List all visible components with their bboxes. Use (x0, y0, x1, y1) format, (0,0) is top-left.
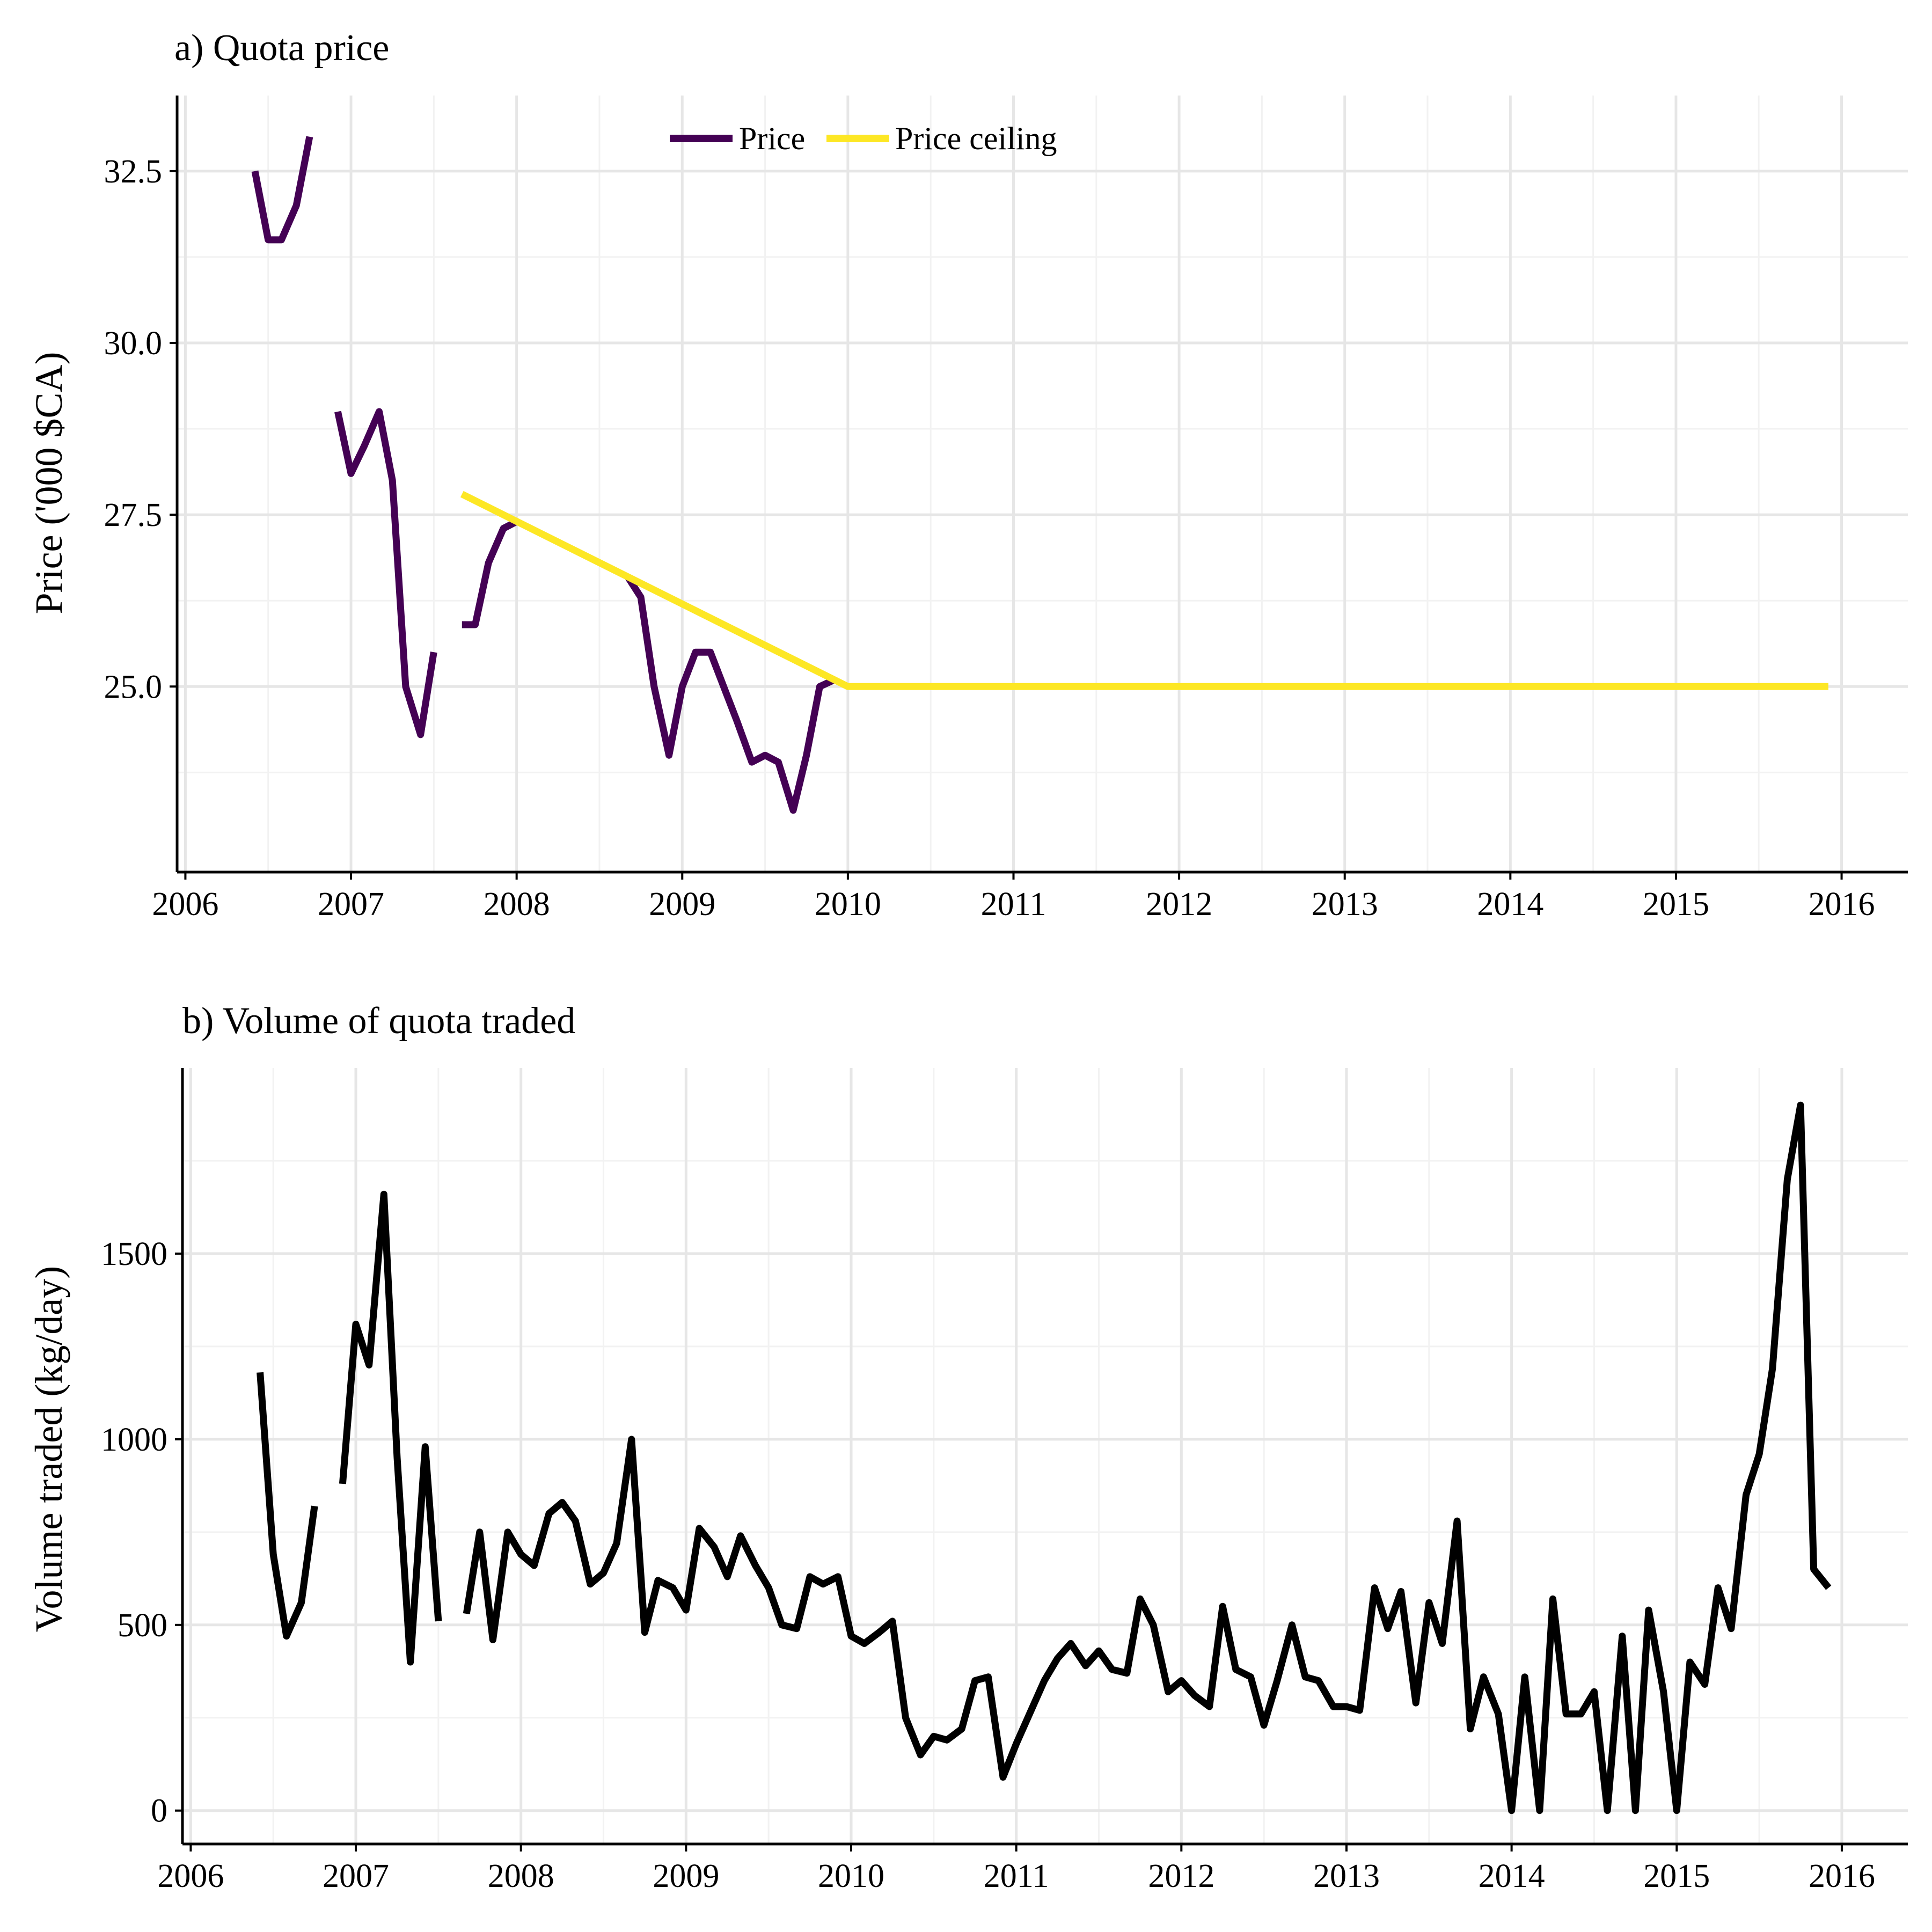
y-tick-label: 30.0 (104, 325, 163, 362)
x-tick-label: 2010 (815, 886, 881, 923)
x-tick-label: 2008 (484, 886, 550, 923)
panel-volume-traded: b) Volume of quota traded 2006 2007 2008 20… (27, 1000, 1908, 1894)
series-volume-line-segment (257, 1372, 318, 1640)
x-tick-label: 2015 (1643, 1858, 1710, 1894)
series-volume-line-segment (463, 1101, 1832, 1814)
x-tick-label: 2013 (1313, 1858, 1380, 1894)
panel-a-title: a) Quota price (174, 27, 389, 69)
x-tick-label: 2011 (984, 1858, 1049, 1894)
x-tick-label: 2007 (318, 886, 384, 923)
series-price-line-segment (334, 408, 437, 738)
series-price-line-segment (251, 136, 313, 244)
series-volume-line-segment (339, 1190, 442, 1666)
y-tick-label: 32.5 (104, 153, 163, 190)
y-tick-label: 1500 (101, 1236, 167, 1272)
x-tick-label: 2006 (152, 886, 218, 923)
y-tick-label: 27.5 (104, 497, 163, 533)
legend-label-price-ceiling: Price ceiling (895, 121, 1057, 156)
x-tick-label: 2014 (1477, 886, 1543, 923)
series-price-line-segment (624, 574, 836, 814)
series-price-ceiling-line-segment (460, 491, 1828, 690)
panel-a-grid (177, 96, 1908, 872)
x-tick-label: 2014 (1479, 1858, 1545, 1894)
panel-a-series (251, 136, 1828, 814)
panel-b-series (257, 1101, 1832, 1814)
y-tick-label: 1000 (101, 1422, 167, 1458)
x-tick-label: 2009 (653, 1858, 719, 1894)
panel-a-y-axis-title: Price ('000 $CA) (27, 352, 70, 614)
x-tick-label: 2008 (488, 1858, 554, 1894)
x-tick-label: 2009 (649, 886, 715, 923)
x-tick-label: 2016 (1809, 1858, 1875, 1894)
panel-b-y-axis-title: Volume traded (kg/day) (27, 1266, 70, 1633)
legend-label-price: Price (739, 121, 805, 156)
panel-a-ticks: 2006 2007 2008 2009 2010 2011 2012 2013 2014 2015… (104, 153, 1875, 923)
x-tick-label: 2013 (1312, 886, 1378, 923)
x-tick-label: 2016 (1809, 886, 1875, 923)
panel-b-ticks: 2006 2007 2008 2009 2010 2011 2012 2013 2014 2015… (101, 1236, 1875, 1894)
panel-a-legend: Price Price ceiling (670, 121, 1057, 156)
series-price-line-segment (462, 518, 518, 628)
x-tick-label: 2006 (157, 1858, 224, 1894)
panel-b-grid (182, 1068, 1908, 1844)
panel-b-title: b) Volume of quota traded (182, 1000, 575, 1042)
y-tick-label: 0 (151, 1793, 167, 1829)
x-tick-label: 2015 (1643, 886, 1709, 923)
x-tick-label: 2012 (1148, 1858, 1214, 1894)
x-tick-label: 2010 (818, 1858, 884, 1894)
y-tick-label: 500 (118, 1607, 167, 1644)
panel-quota-price: a) Quota price 2006 2007 2008 2009 2010 2011 2… (27, 27, 1908, 923)
x-tick-label: 2007 (323, 1858, 389, 1894)
x-tick-label: 2012 (1146, 886, 1212, 923)
y-tick-label: 25.0 (104, 669, 163, 705)
x-tick-label: 2011 (981, 886, 1046, 923)
